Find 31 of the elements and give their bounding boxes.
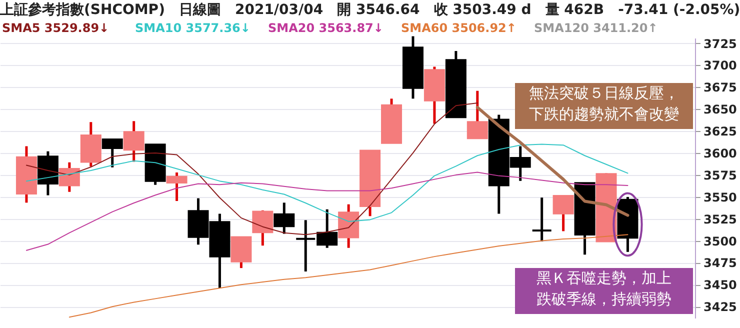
y-tick-label: 3475 <box>704 256 737 270</box>
y-tick-label: 3575 <box>704 168 737 182</box>
candlestick <box>531 196 552 243</box>
y-tick-label: 3500 <box>704 234 737 248</box>
y-tick-label: 3700 <box>704 58 737 73</box>
candlestick <box>166 171 188 202</box>
y-tick-label: 3625 <box>704 124 737 139</box>
y-tick-label: 3450 <box>704 278 737 292</box>
candlestick <box>58 161 80 194</box>
text: SMA10 3577.36↓ <box>135 21 250 35</box>
text: SMA120 3411.20↑ <box>534 21 658 35</box>
candlestick <box>102 138 123 169</box>
annotation: 黑Ｋ吞噬走勢，加上跌破季線，持續弱勢 <box>536 269 672 308</box>
candlestick <box>252 209 274 247</box>
candlestick <box>552 194 574 232</box>
chart-title: 上証參考指數(SHCOMP) 日線圖 2021/03/04 開 3546.64 收 3503.49 d 量 462B -73.41 (-2.05%) <box>0 1 740 18</box>
y-tick-label: 3425 <box>704 300 737 314</box>
y-tick-label: 3650 <box>704 102 737 117</box>
text: SMA20 3563.87↓ <box>268 21 384 35</box>
y-tick-label: 3675 <box>704 80 737 95</box>
y-tick-label: 3600 <box>704 146 737 160</box>
y-tick-label: 3550 <box>704 190 737 204</box>
candlestick <box>274 201 295 236</box>
line-series <box>26 172 628 251</box>
text: SMA60 3506.92↑ <box>401 21 516 35</box>
candlestick <box>466 90 488 140</box>
y-tick-label: 3525 <box>704 212 737 226</box>
annotation: 無法突破５日線反壓，下跌的趨勢就不會改變 <box>529 84 679 123</box>
text: SMA5 3529.89↓ <box>2 21 110 35</box>
y-tick-label: 3725 <box>704 36 737 51</box>
candlestick <box>123 120 144 164</box>
